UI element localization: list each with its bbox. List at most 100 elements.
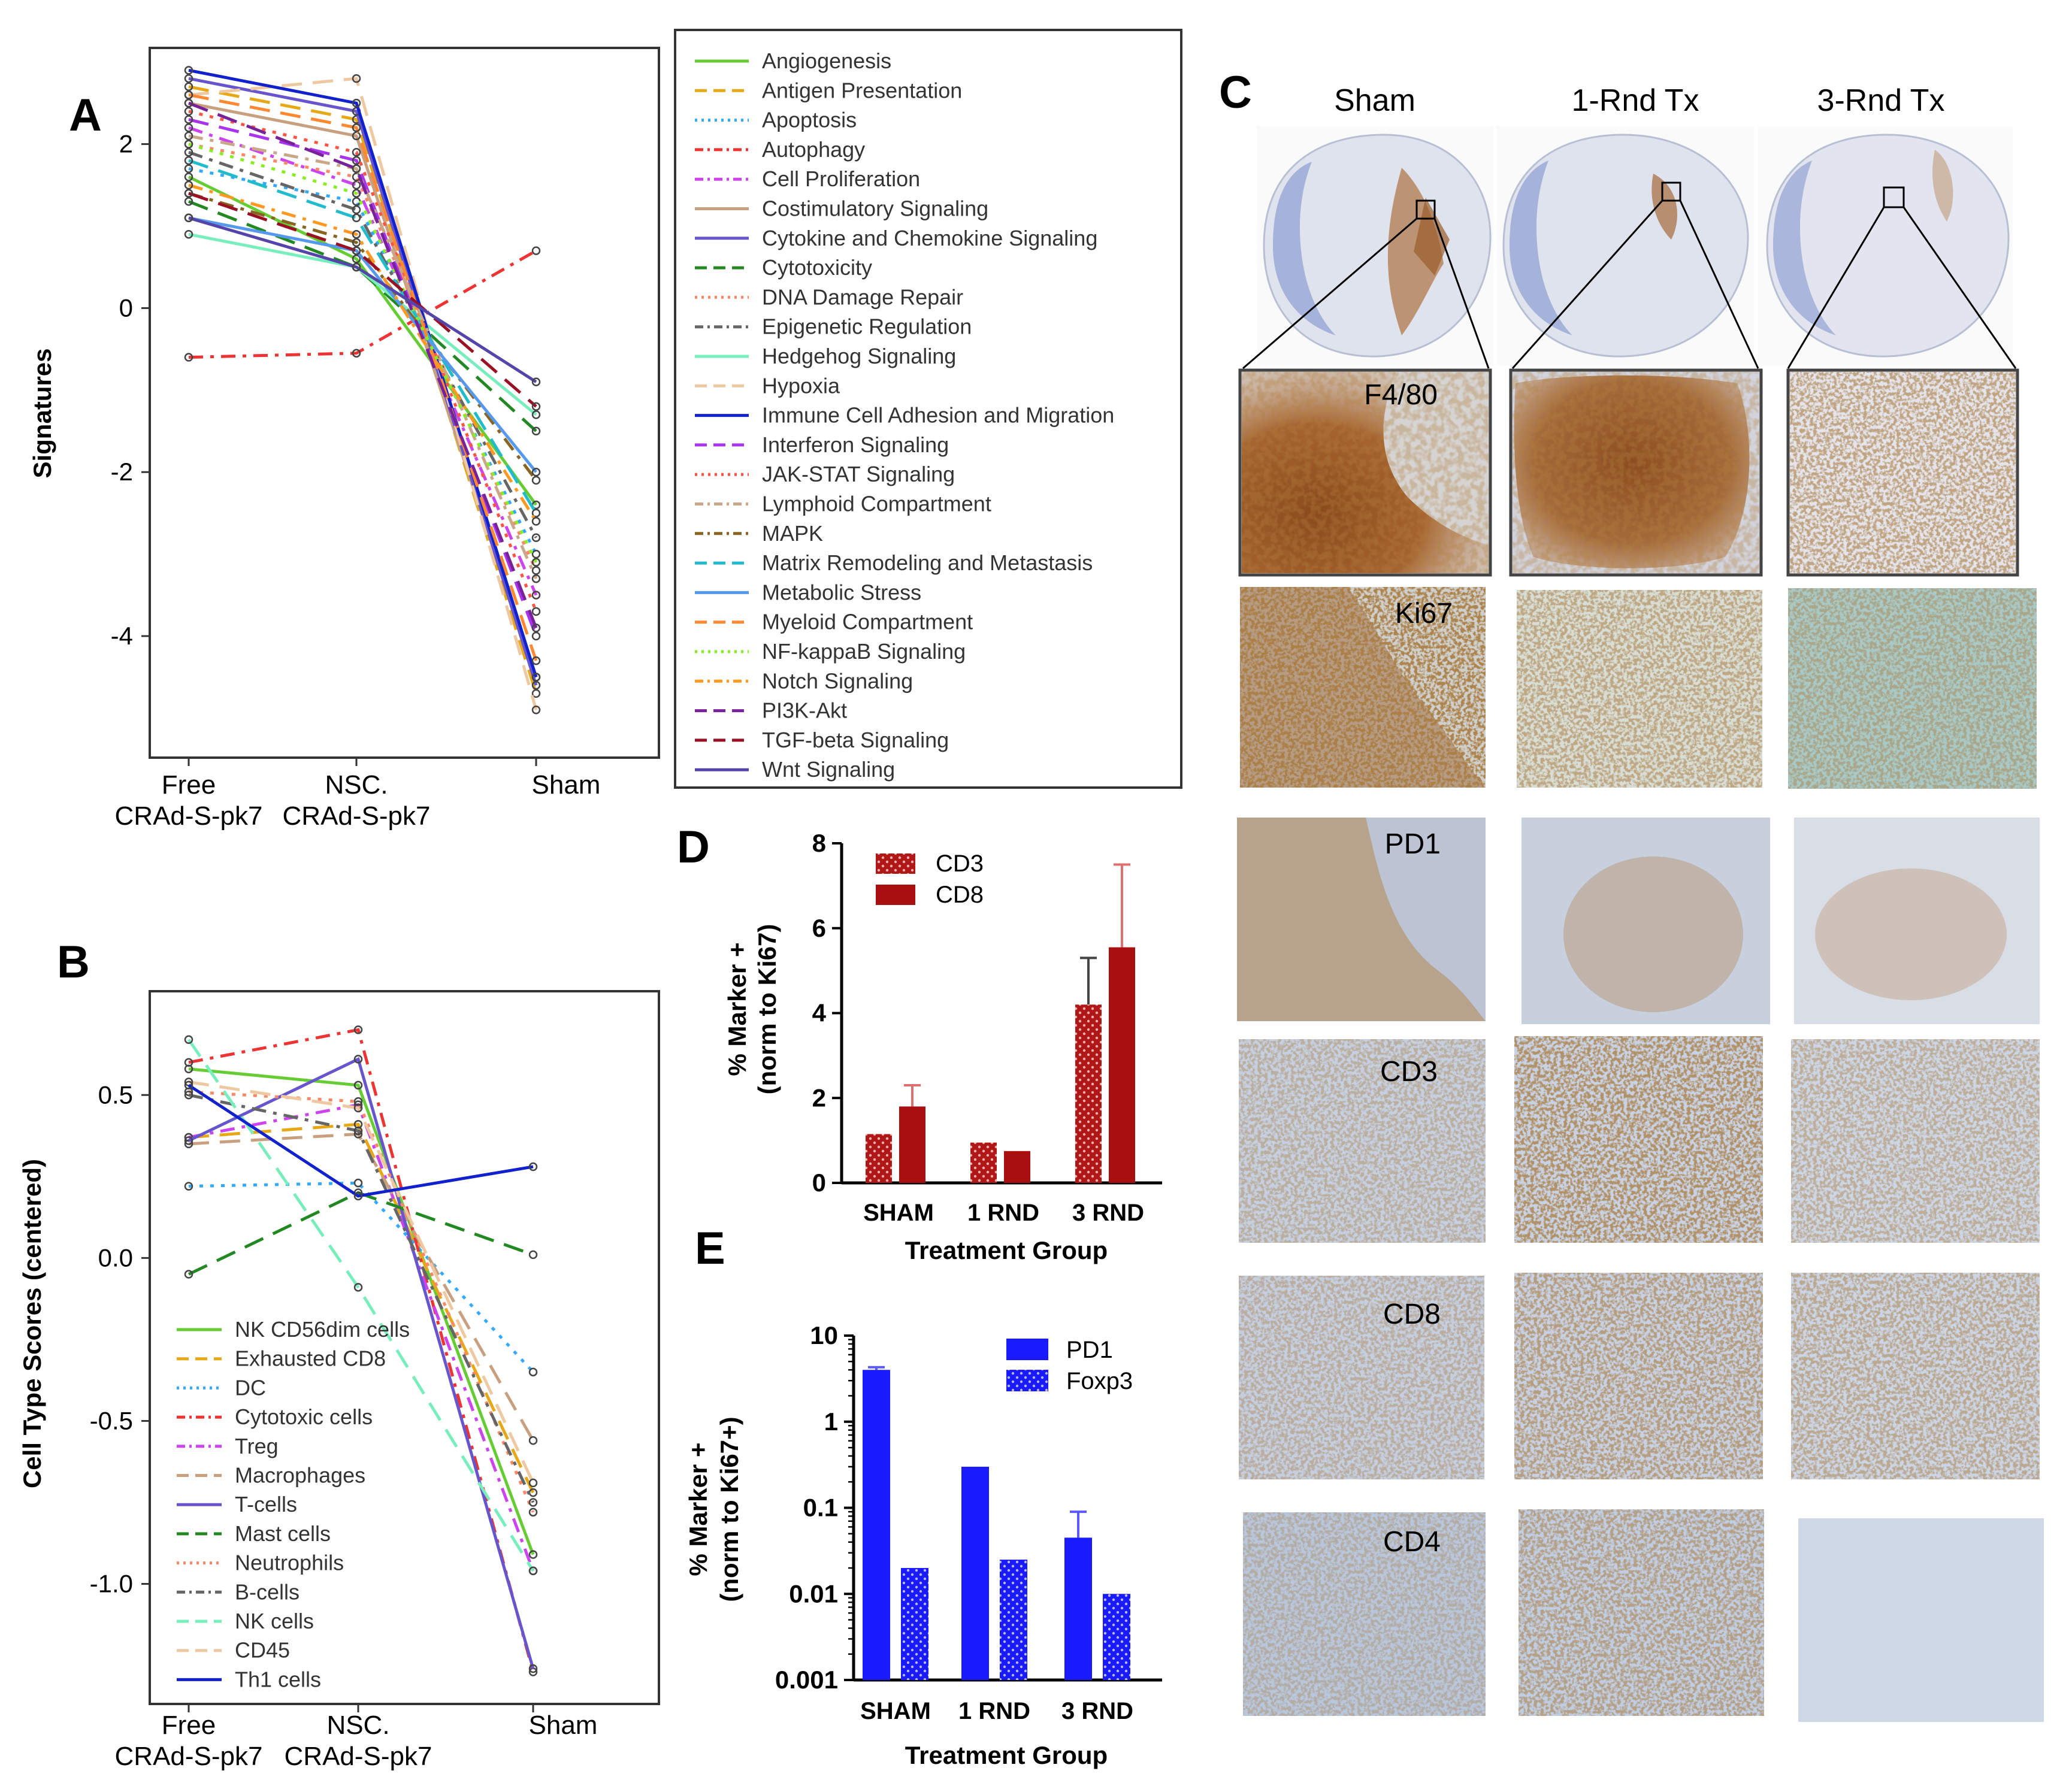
image-cd8-sham: [1239, 1276, 1484, 1479]
data-point: [528, 1508, 538, 1517]
bar-cd3-sham: [866, 1134, 892, 1183]
data-point: [352, 156, 361, 165]
bar-foxp3-1-rnd: [1000, 1560, 1027, 1680]
legend-item-nk-cells: NK cells: [177, 1609, 314, 1633]
bar-cd8-sham: [899, 1106, 925, 1183]
data-point: [184, 131, 193, 141]
series-line-neutrophils: [188, 1090, 535, 1513]
legend-label: Interferon Signaling: [762, 432, 949, 457]
legend-item-angiogenesis: Angiogenesis: [695, 49, 891, 73]
panel-a-legend: Angiogenesis Antigen Presentation Apoptosi…: [674, 29, 1182, 789]
data-point: [184, 229, 193, 239]
data-point: [528, 1550, 538, 1559]
legend-label: Antigen Presentation: [762, 78, 962, 102]
legend-label: Immune Cell Adhesion and Migration: [762, 403, 1114, 428]
legend-item-dna-damage-repair: DNA Damage Repair: [695, 284, 963, 309]
data-point: [352, 74, 361, 83]
data-point: [528, 1162, 538, 1172]
image-ki67-3rnd: [1788, 588, 2037, 789]
legend-item-epigenetic-regulation: Epigenetic Regulation: [695, 314, 972, 339]
data-point: [528, 1436, 538, 1445]
data-point: [352, 205, 361, 214]
series-dc: [184, 1178, 538, 1377]
x-tick-label-1-rnd: 1 RND: [967, 1200, 1039, 1226]
bar-foxp3-3-rnd: [1103, 1594, 1130, 1680]
legend-swatch: [876, 853, 915, 874]
column-header-3rnd: 3-Rnd Tx: [1817, 83, 1945, 118]
data-point: [184, 115, 193, 124]
data-point: [531, 631, 541, 641]
y-tick-label: 0.01: [789, 1579, 838, 1608]
data-point: [184, 98, 193, 108]
legend-label: MAPK: [762, 521, 823, 546]
legend-label: Cytokine and Chemokine Signaling: [762, 226, 1097, 250]
x-tick-label-crad-s-pk7: CRAd-S-pk7: [115, 801, 263, 831]
data-point: [353, 1080, 363, 1090]
series-line-pi3k-akt: [188, 101, 538, 629]
legend-label: NK cells: [235, 1609, 314, 1633]
legend-label: Angiogenesis: [762, 49, 891, 73]
bar-pd1-3-rnd: [1064, 1537, 1092, 1680]
data-point: [352, 262, 361, 272]
legend-item-hedgehog-signaling: Hedgehog Signaling: [695, 344, 956, 368]
panel-label-d: D: [677, 822, 710, 873]
series-tgf-beta-signaling: [184, 189, 541, 411]
data-point: [184, 213, 193, 223]
legend-item-foxp3: Foxp3: [1006, 1368, 1133, 1394]
panel-a-legend-frame: [674, 29, 1182, 789]
data-point: [528, 1498, 538, 1507]
x-tick-label-sham: Sham: [532, 770, 601, 800]
data-point: [184, 189, 193, 198]
legend-label: Lymphoid Compartment: [762, 492, 991, 516]
data-point: [352, 123, 361, 132]
panel-d-y-axis-label-line2: (norm to Ki67): [753, 924, 781, 1095]
series-line-matrix-remodeling-and-metastasis: [188, 159, 538, 514]
data-point: [184, 172, 193, 181]
y-tick-label: 8: [812, 829, 826, 857]
data-point: [184, 1080, 193, 1090]
legend-item-metabolic-stress: Metabolic Stress: [695, 580, 921, 604]
legend-item-costimulatory-signaling: Costimulatory Signaling: [695, 196, 988, 221]
data-point: [353, 1178, 363, 1188]
panel-e-bar-chart: 10 1 0.1 0.01 0.001 SHAM 1 RND 3 RND PD1 Foxp3 T…: [684, 1321, 1162, 1769]
data-point: [352, 255, 361, 264]
data-point: [184, 1270, 193, 1279]
panel-e-y-axis-label-line1: % Marker +: [684, 1443, 712, 1576]
y-tick-label: 0.001: [775, 1666, 838, 1694]
row-label-cd8: CD8: [1383, 1298, 1441, 1330]
series-line-nf-kappab-signaling: [188, 143, 538, 563]
column-header-sham: Sham: [1334, 83, 1415, 118]
series-line-cytotoxic-cells: [188, 1028, 535, 1673]
y-tick-label: -2: [111, 458, 133, 486]
series-line-dna-damage-repair: [188, 143, 538, 571]
legend-item-nf-kappab-signaling: NF-kappaB Signaling: [695, 639, 966, 664]
legend-label: Foxp3: [1066, 1368, 1133, 1394]
data-point: [528, 1367, 538, 1377]
legend-swatch: [876, 885, 915, 905]
data-point: [531, 246, 541, 255]
series-line-notch-signaling: [188, 183, 538, 522]
data-point: [184, 1058, 193, 1067]
legend-label: Metabolic Stress: [762, 580, 921, 604]
image-ki67-1rnd: [1517, 590, 1762, 788]
data-point: [352, 349, 361, 358]
data-point: [184, 66, 193, 75]
data-point: [531, 549, 541, 559]
y-tick-label: 2: [119, 130, 133, 158]
legend-label: NF-kappaB Signaling: [762, 639, 966, 664]
legend-item-th1-cells: Th1 cells: [177, 1667, 321, 1691]
data-point: [184, 1182, 193, 1191]
y-tick-label: 0: [119, 293, 133, 322]
legend-item-cell-proliferation: Cell Proliferation: [695, 167, 920, 191]
legend-label: Autophagy: [762, 137, 865, 162]
y-tick-label: 6: [812, 914, 826, 942]
y-tick-label: -0.5: [90, 1406, 133, 1434]
column-header-1rnd: 1-Rnd Tx: [1572, 83, 1699, 118]
legend-label: Mast cells: [235, 1521, 331, 1546]
data-point: [531, 402, 541, 411]
data-point: [528, 1664, 538, 1673]
brain-section-1rnd: [1496, 126, 1754, 365]
panel-b-line-chart: 0.5 0.0 -0.5 -1.0 NK CD56dim cells Exhausted…: [18, 990, 660, 1771]
data-point: [352, 189, 361, 198]
row-label-pd1: PD1: [1385, 828, 1441, 860]
